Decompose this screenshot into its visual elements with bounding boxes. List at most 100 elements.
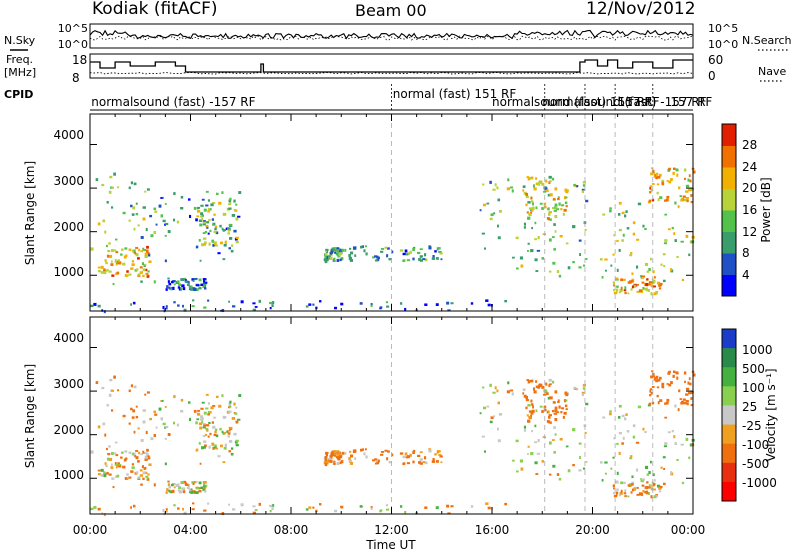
power-echo-114 — [111, 274, 115, 277]
power-echo-607 — [617, 213, 621, 216]
power-echo-83 — [142, 274, 145, 277]
velocity-echo-782 — [667, 371, 671, 375]
power-echo-481 — [489, 217, 493, 221]
velocity-echo-270 — [203, 482, 206, 486]
power-echo-100 — [144, 255, 148, 258]
power-echo-702 — [470, 302, 474, 305]
power-echo-609 — [644, 262, 649, 267]
velocity-echo-771 — [679, 398, 682, 401]
power-cbar-tick-4: 4 — [742, 268, 750, 282]
power-echo-461 — [553, 223, 556, 226]
power-echo-726 — [446, 301, 450, 305]
velocity-echo-109 — [118, 465, 122, 468]
velocity-echo-254 — [202, 487, 205, 491]
power-echo-556 — [556, 208, 560, 211]
power-echo-294 — [176, 280, 180, 284]
velocity-echo-237 — [209, 411, 212, 414]
nsky-traces — [89, 29, 694, 41]
power-echo-332 — [337, 254, 340, 257]
velocity-echo-48 — [140, 439, 144, 442]
power-echo-706 — [359, 302, 363, 305]
power-echo-121 — [206, 226, 209, 229]
power-echo-309 — [339, 248, 343, 252]
power-echo-131 — [162, 219, 166, 223]
velocity-echo-489 — [535, 473, 539, 475]
power-echo-574 — [680, 240, 684, 243]
velocity-echo-173 — [212, 446, 215, 450]
power-echo-513 — [555, 206, 558, 210]
velocity-echo-231 — [223, 446, 227, 450]
velocity-echo-677 — [640, 480, 644, 483]
power-cbar-label: Power [dB] — [759, 177, 773, 242]
velocity-echo-52 — [145, 430, 148, 435]
velocity-echo-378 — [419, 462, 424, 465]
velocity-echo-416 — [377, 459, 380, 463]
power-echo-510 — [543, 190, 547, 193]
velocity-echo-253 — [173, 486, 176, 489]
velocity-echo-209 — [221, 430, 224, 434]
velocity-echo-543 — [541, 385, 545, 389]
velocity-echo-391 — [364, 448, 367, 451]
velocity-echo-727 — [404, 510, 407, 514]
power-echo-447 — [509, 186, 514, 189]
power-echo-284 — [204, 281, 208, 284]
power-echo-420 — [434, 250, 437, 253]
velocity-echo-144 — [158, 407, 162, 411]
power-echo-553 — [525, 195, 529, 199]
velocity-echo-694 — [647, 486, 651, 489]
power-mode-lines — [391, 114, 654, 311]
vel-cbar-tick-100: 100 — [742, 381, 765, 395]
velocity-echo-629 — [625, 413, 628, 417]
power-echo-468 — [522, 185, 526, 189]
velocity-echo-502 — [539, 405, 543, 408]
power-echo-596 — [663, 242, 668, 245]
power-echo-33 — [135, 212, 139, 216]
freq-label-line1: Freq. — [6, 53, 33, 66]
power-echo-98 — [108, 254, 113, 259]
power-echo-167 — [202, 220, 206, 223]
velocity-echo-221 — [219, 427, 222, 431]
velocity-echo-813 — [688, 377, 691, 381]
power-echo-117 — [124, 274, 127, 277]
power-echo-242 — [186, 283, 190, 287]
velocity-echo-68 — [115, 475, 118, 478]
nave-trace — [89, 72, 694, 75]
power-echo-272 — [167, 280, 170, 284]
velocity-ylabel: Slant Range [km] — [23, 364, 37, 468]
velocity-echo-485 — [535, 409, 538, 413]
velocity-cbar-swatch-1 — [722, 348, 736, 368]
velocity-echo-15 — [142, 409, 146, 412]
velocity-echo-127 — [217, 455, 221, 458]
freq-traces — [89, 59, 694, 75]
power-echo-667 — [658, 284, 661, 287]
power-echo-792 — [655, 176, 659, 180]
velocity-echo-592 — [673, 435, 676, 439]
velocity-echo-33 — [135, 415, 139, 419]
power-echo-25 — [142, 247, 145, 251]
power-echo-95 — [122, 262, 126, 266]
velocity-echo-176 — [205, 393, 209, 396]
power-echo-408 — [419, 255, 423, 258]
velocity-echo-35 — [147, 456, 151, 460]
velocity-echo-509 — [484, 450, 487, 453]
velocity-echo-49 — [105, 464, 108, 468]
velocity-echo-294 — [176, 483, 180, 487]
velocity-echo-493 — [567, 469, 571, 473]
power-echo-648 — [622, 278, 626, 281]
velocity-echo-115 — [145, 452, 149, 456]
power-echo-572 — [640, 275, 643, 278]
power-echo-260 — [188, 285, 193, 288]
velocity-echo-252 — [182, 490, 186, 494]
velocity-echo-811 — [685, 393, 689, 396]
velocity-echo-585 — [685, 437, 689, 441]
power-echo-630 — [602, 213, 606, 216]
velocity-echo-459 — [547, 396, 551, 400]
velocity-echo-662 — [641, 484, 645, 487]
velocity-echo-670 — [631, 488, 634, 492]
power-echo-31 — [137, 224, 140, 227]
power-echo-496 — [559, 234, 563, 238]
velocity-echo-626 — [632, 435, 636, 439]
velocity-echo-196 — [202, 435, 206, 438]
power-echo-479 — [520, 264, 524, 268]
